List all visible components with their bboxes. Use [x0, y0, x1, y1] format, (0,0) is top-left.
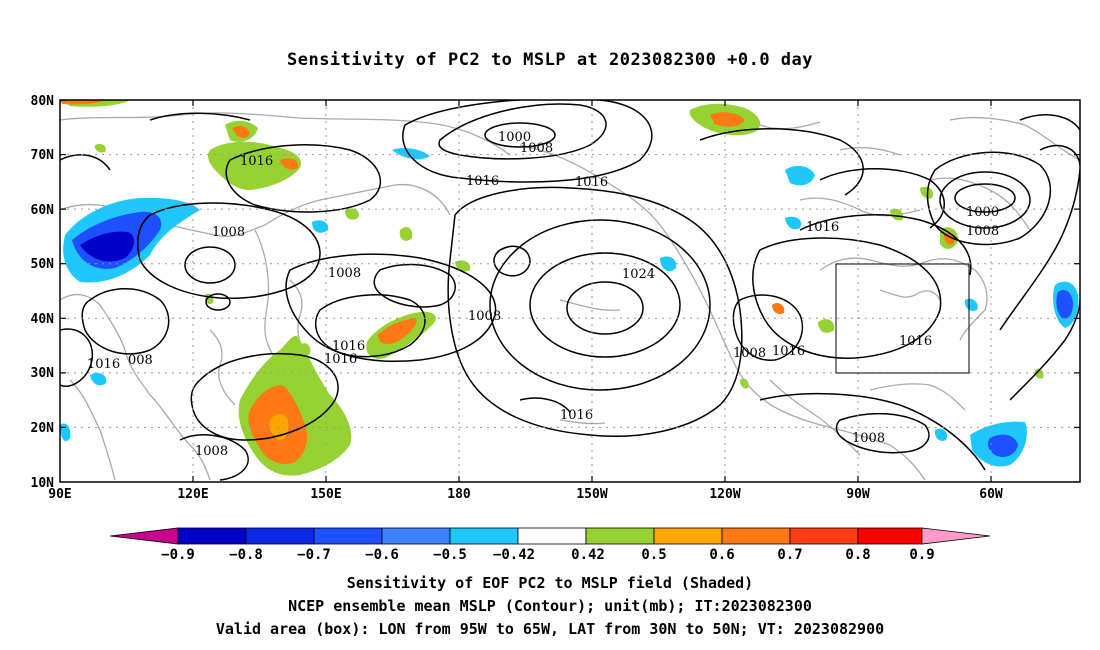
lon-label: 120W	[709, 487, 740, 502]
contour-label: 1008	[520, 141, 553, 156]
contour-label: 1008	[328, 266, 361, 281]
map-title: Sensitivity of PC2 to MSLP at 2023082300…	[286, 50, 813, 70]
colorbar-cell	[517, 527, 587, 545]
colorbar-label: 0.8	[845, 547, 870, 563]
lon-label: 150W	[576, 487, 607, 502]
footer-line-contour: NCEP ensemble mean MSLP (Contour); unit(…	[288, 597, 812, 615]
lat-label: 20N	[31, 421, 55, 436]
axis-ticks	[60, 99, 1080, 482]
contour-label: 1016	[87, 357, 120, 372]
contour-label: 1008	[966, 224, 999, 239]
lat-label: 30N	[31, 366, 55, 381]
contour-label: 1008	[852, 431, 885, 446]
lat-label: 50N	[31, 257, 55, 272]
colorbar-upper-arrow	[921, 527, 991, 545]
lon-label: 120E	[177, 487, 208, 502]
colorbar-cell	[857, 527, 923, 545]
contour-label: 1016	[560, 408, 593, 423]
lat-label: 60N	[31, 203, 55, 218]
colorbar-label: 0.7	[777, 547, 802, 563]
colorbar-label: −0.8	[229, 547, 263, 563]
contour-label: 1016	[240, 154, 273, 169]
colorbar-label: −0.42	[493, 547, 535, 563]
footer-line-valid-area: Valid area (box): LON from 95W to 65W, L…	[215, 620, 885, 638]
colorbar-cell	[721, 527, 791, 545]
colorbar-label: −0.5	[433, 547, 467, 563]
colorbar-label: 0.42	[571, 547, 605, 563]
negative-region-caribbean-core	[987, 434, 1018, 457]
negative-region-east-core	[1056, 290, 1073, 319]
colorbar-label: 0.6	[709, 547, 734, 563]
colorbar-cell	[313, 527, 383, 545]
coastlines	[60, 112, 1080, 481]
latitude-labels: 80N 70N 60N 50N 40N 30N 20N 10N	[31, 94, 55, 491]
sensitivity-shading	[60, 100, 1079, 476]
colorbar-label: −0.7	[297, 547, 331, 563]
gridlines	[60, 100, 1080, 482]
lon-label: 180	[447, 487, 471, 502]
lat-label: 80N	[31, 94, 55, 109]
footer-line-shading: Sensitivity of EOF PC2 to MSLP field (Sh…	[346, 574, 754, 592]
negative-region-center	[80, 231, 135, 262]
contour-label: 1008	[468, 309, 501, 324]
lon-label: 90W	[846, 487, 870, 502]
contour-label: 1016	[899, 334, 932, 349]
contour-label: 1024	[622, 267, 655, 282]
lat-label: 10N	[31, 476, 55, 491]
contour-label: 008	[128, 353, 153, 368]
contour-label: 1016	[466, 174, 499, 189]
colorbar-labels: −0.9 −0.8 −0.7 −0.6 −0.5 −0.42 0.42 0.5 …	[161, 547, 935, 563]
colorbar-cell	[789, 527, 859, 545]
lon-label: 150E	[310, 487, 341, 502]
colorbar-label: −0.6	[365, 547, 399, 563]
colorbar-cell	[177, 527, 247, 545]
valid-area-box	[835, 263, 970, 374]
contour-label: 1008	[733, 346, 766, 361]
colorbar-cell	[449, 527, 519, 545]
lat-label: 40N	[31, 312, 55, 327]
contour-label: 1000	[966, 205, 999, 220]
contour-label: 1016	[332, 339, 365, 354]
contour-label: 1008	[212, 225, 245, 240]
lon-label: 90E	[48, 487, 71, 502]
colorbar-cell	[585, 527, 655, 545]
colorbar	[109, 527, 991, 545]
colorbar-label: 0.9	[909, 547, 934, 563]
colorbar-label: −0.9	[161, 547, 195, 563]
colorbar-cell	[381, 527, 451, 545]
contour-label: 1000	[498, 130, 531, 145]
contour-label: 1016	[324, 352, 357, 367]
mslp-contours	[60, 100, 1080, 481]
lon-label: 60W	[979, 487, 1003, 502]
positive-region-siberia	[207, 141, 301, 190]
colorbar-lower-arrow	[109, 527, 179, 545]
contour-label: 1008	[195, 444, 228, 459]
plot-frame	[59, 99, 1081, 483]
contour-label: 1016	[575, 175, 608, 190]
contour-label: 1016	[806, 220, 839, 235]
contour-label: 1016	[772, 344, 805, 359]
longitude-labels: 90E 120E 150E 180 150W 120W 90W 60W	[48, 487, 1003, 502]
lat-label: 70N	[31, 148, 55, 163]
colorbar-cell	[245, 527, 315, 545]
colorbar-label: 0.5	[641, 547, 666, 563]
colorbar-cell	[653, 527, 723, 545]
